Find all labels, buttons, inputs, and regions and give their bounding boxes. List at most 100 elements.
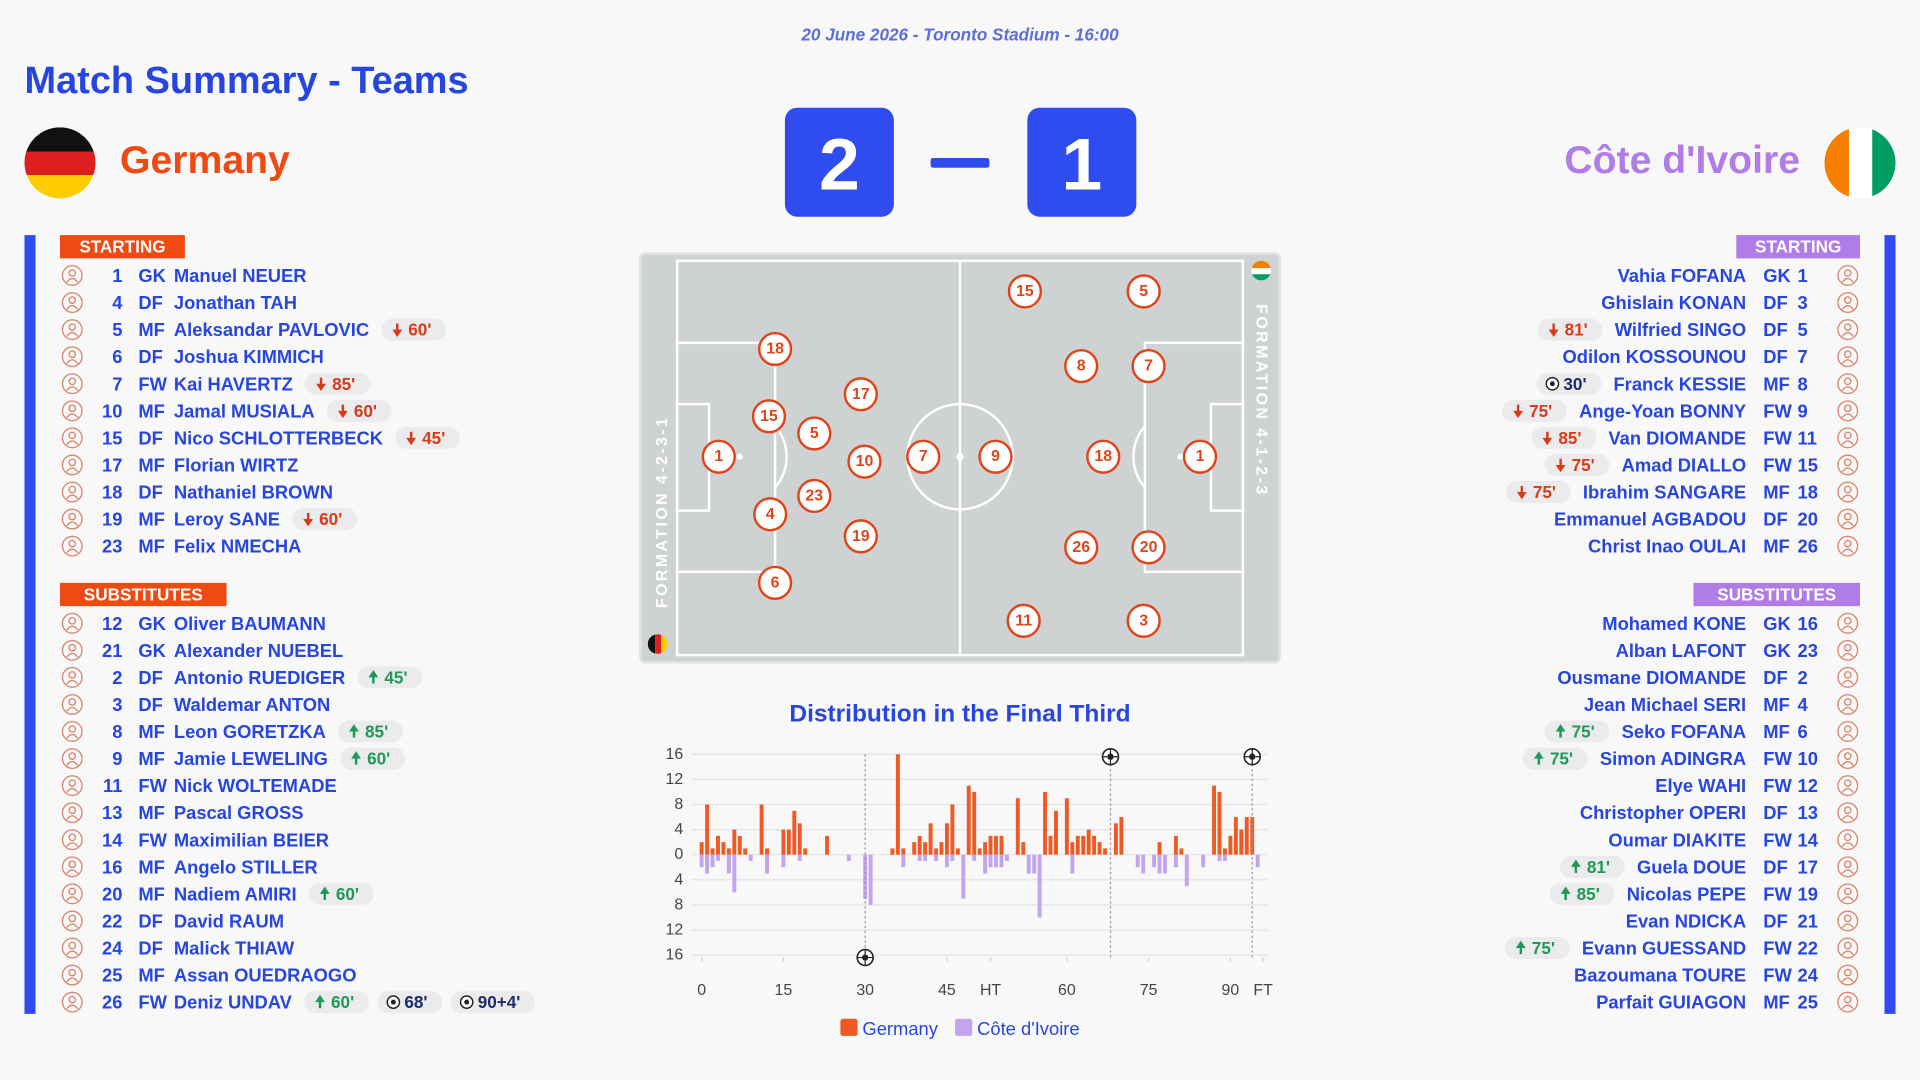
player-number: 10: [1798, 748, 1818, 769]
player-number: 16: [1798, 613, 1818, 634]
icon-head: [1843, 269, 1852, 277]
bar: [781, 829, 786, 855]
event-pill: 60': [381, 318, 447, 341]
event-pill: 75': [1522, 747, 1588, 770]
player-number: 20: [1798, 509, 1818, 530]
x-tick-label: 60: [1058, 982, 1076, 999]
player-icon: [1837, 829, 1859, 851]
player-name: Aleksandar PAVLOVIC: [174, 319, 369, 340]
event-pill: 85': [305, 372, 370, 395]
player-number: 19: [1798, 883, 1818, 904]
player-icon: [1837, 721, 1859, 742]
goal-marker: [856, 948, 874, 967]
event-pill: 75': [1544, 453, 1610, 476]
player-name: Jonathan TAH: [174, 292, 297, 313]
bar: [1086, 829, 1091, 855]
player-icon: [1837, 373, 1859, 395]
event-minute: 60': [354, 401, 377, 421]
icon-body: [1841, 1004, 1854, 1010]
player-number: 1: [1798, 265, 1808, 286]
icon-head: [68, 539, 77, 548]
bar: [1103, 848, 1107, 855]
bar: [781, 854, 786, 868]
icon-head: [68, 833, 77, 842]
player-position: DF: [1763, 346, 1787, 367]
home-side-bar: [24, 235, 36, 1014]
icon-body: [66, 1004, 79, 1010]
bar: [1173, 835, 1178, 855]
y-tick-label: 16: [666, 746, 684, 763]
player-icon: [61, 427, 83, 449]
home-subs-tag: [60, 582, 227, 607]
icon-body: [1841, 869, 1854, 874]
event-pill: 75': [1502, 399, 1567, 422]
bar: [901, 854, 906, 868]
icon-body: [1841, 815, 1854, 820]
player-position: MF: [1763, 536, 1790, 557]
player-name: Ibrahim SANGARE: [1583, 482, 1746, 503]
icon-body: [66, 896, 79, 902]
player-token: [1126, 603, 1161, 638]
icon-ring: [1837, 292, 1859, 314]
icon-body: [1841, 950, 1854, 956]
player-icon: [1837, 292, 1859, 314]
player-number: 18: [102, 482, 122, 503]
legend-swatch: [840, 1018, 858, 1036]
icon-head: [68, 806, 77, 815]
player-name: Nicolas PEPE: [1627, 883, 1746, 904]
icon-head: [1843, 752, 1852, 760]
bar: [994, 835, 998, 855]
player-name: Angelo STILLER: [174, 856, 318, 877]
player-name: David RAUM: [174, 910, 284, 931]
bar: [1092, 835, 1097, 855]
player-name: Bazoumana TOURE: [1574, 965, 1746, 986]
player-name: Alexander NUEBEL: [174, 640, 343, 661]
icon-body: [1841, 923, 1854, 929]
icon-head: [1843, 377, 1852, 386]
x-tick-label: 0: [697, 982, 706, 999]
icon-head: [68, 725, 77, 733]
player-icon: [61, 748, 83, 770]
icon-body: [66, 679, 79, 685]
bar: [1152, 854, 1157, 868]
player-number: 2: [112, 667, 122, 688]
bar: [1223, 848, 1227, 855]
bar: [710, 848, 715, 855]
bar: [765, 854, 770, 874]
player-icon: [61, 775, 83, 797]
bar: [1223, 854, 1227, 861]
pitch: [639, 252, 1281, 664]
player-position: DF: [138, 910, 162, 931]
bar: [1233, 817, 1238, 855]
icon-body: [66, 386, 79, 391]
player-number: 9: [1798, 400, 1808, 421]
bar: [748, 854, 753, 861]
icon-body: [1841, 413, 1854, 418]
bar: [994, 854, 998, 868]
icon-ring: [61, 991, 83, 1013]
bar: [743, 848, 748, 855]
player-position: GK: [138, 265, 166, 286]
bar: [1004, 854, 1009, 861]
icon-body: [1841, 625, 1854, 631]
bar: [890, 848, 895, 855]
bar: [1113, 823, 1118, 855]
icon-ring: [1837, 612, 1859, 634]
player-position: MF: [138, 856, 165, 877]
bar: [797, 823, 802, 855]
y-tick-label: 4: [674, 821, 683, 838]
player-position: MF: [138, 536, 165, 557]
icon-ring: [1837, 802, 1859, 824]
icon-body: [66, 467, 79, 473]
icon-ring: [61, 612, 83, 634]
player-position: DF: [1763, 802, 1787, 823]
player-position: MF: [1763, 373, 1790, 394]
icon-ring: [1837, 535, 1859, 557]
arrow-head: [351, 751, 361, 759]
icon-head: [1843, 512, 1852, 521]
player-token: [1086, 439, 1121, 474]
bar: [1250, 817, 1255, 855]
player-icon: [1837, 775, 1859, 797]
bar: [1032, 854, 1037, 874]
arrow-head: [315, 994, 325, 1003]
